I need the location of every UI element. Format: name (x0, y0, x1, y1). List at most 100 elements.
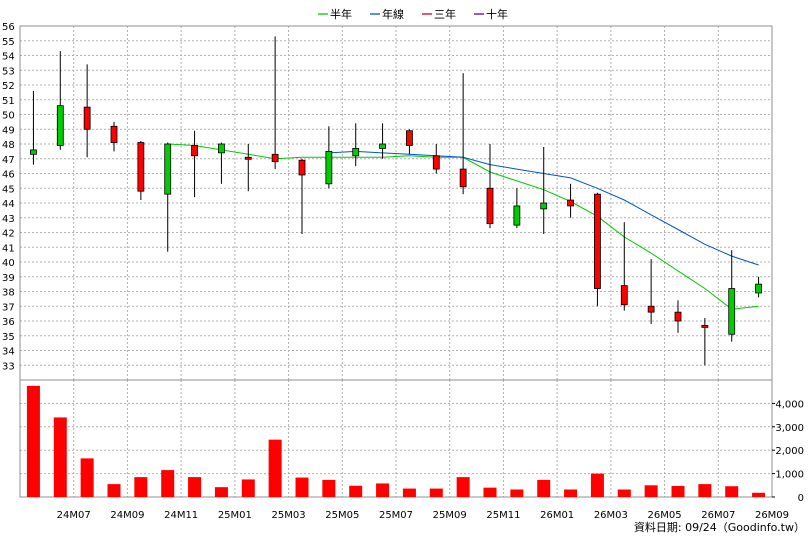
candle-body-13 (379, 143, 386, 149)
candle-body-6 (191, 145, 198, 157)
legend-label-1: 年線 (382, 7, 404, 21)
volume-panel-frame (19, 379, 773, 498)
volume-bar-8 (241, 479, 255, 497)
x-tick-label-4: 25M03 (272, 510, 306, 521)
price-tick-label-13: 46 (2, 170, 15, 181)
volume-bar-1 (53, 417, 67, 497)
candle-body-21 (594, 193, 601, 289)
volume-bar-15 (429, 488, 443, 497)
candle-body-18 (513, 205, 521, 226)
volume-bar-22 (617, 489, 631, 497)
volume-bar-6 (188, 477, 202, 497)
x-tick-label-3: 25M01 (218, 510, 252, 521)
price-tick-label-4: 37 (2, 302, 15, 313)
volume-bar-27 (752, 492, 766, 497)
x-tick-label-1: 24M09 (110, 510, 144, 521)
candle-body-14 (406, 130, 413, 146)
candle-27 (755, 276, 762, 298)
volume-bar-16 (456, 477, 470, 497)
candle-14 (406, 129, 413, 155)
candle-body-7 (218, 143, 225, 154)
candle-5 (164, 142, 172, 252)
candle-body-24 (674, 311, 682, 322)
legend: 半年 年線 三年 十年 (318, 7, 508, 21)
volume-bar-5 (161, 470, 175, 497)
price-tick-label-23: 56 (2, 22, 15, 33)
candle-19 (540, 146, 548, 234)
volume-bar-23 (644, 485, 658, 497)
volume-bar-7 (214, 487, 228, 497)
candle-18 (513, 188, 521, 229)
volume-bar-26 (725, 486, 739, 497)
candle-body-4 (137, 142, 145, 192)
price-tick-label-7: 40 (2, 258, 15, 269)
candle-body-17 (486, 187, 494, 225)
price-tick-label-9: 42 (2, 229, 15, 240)
price-tick-label-16: 49 (2, 125, 15, 136)
volume-tick-label-0: 0 (798, 493, 804, 504)
volume-panel-grid (19, 379, 773, 498)
candle-body-23 (647, 305, 655, 313)
candle-20 (567, 183, 574, 218)
price-tick-label-17: 50 (2, 111, 15, 122)
candle-22 (620, 222, 628, 311)
candle-13 (379, 123, 386, 159)
price-tick-label-12: 45 (2, 184, 15, 195)
candle-7 (218, 142, 225, 184)
price-tick-label-1: 34 (2, 347, 15, 358)
candle-body-26 (728, 288, 736, 335)
legend-label-0: 半年 (330, 7, 352, 21)
candle-body-2 (83, 106, 91, 130)
candle-body-20 (567, 199, 574, 207)
x-tick-label-5: 25M05 (325, 510, 359, 521)
volume-bar-14 (402, 488, 416, 497)
candle-body-27 (755, 283, 762, 294)
candle-25 (701, 318, 709, 366)
candle-body-8 (244, 156, 252, 160)
candle-body-3 (110, 125, 118, 143)
x-axis: 24M07 24M09 24M11 25M01 25M03 25M05 25M07 25M09… (57, 510, 789, 521)
price-tick-label-10: 43 (2, 214, 15, 225)
volume-bar-0 (26, 385, 40, 497)
candle-26 (728, 250, 736, 342)
price-tick-label-14: 47 (2, 155, 15, 166)
candlestick-series (30, 36, 762, 366)
x-tick-label-13: 26M09 (755, 510, 789, 521)
x-tick-label-10: 26M03 (594, 510, 628, 521)
price-tick-label-19: 52 (2, 81, 15, 92)
candle-body-15 (432, 155, 440, 170)
candle-1 (56, 51, 64, 150)
candle-6 (191, 130, 198, 198)
price-panel-grid (19, 25, 773, 381)
volume-tick-label-3: 3,000 (775, 423, 804, 434)
candle-9 (271, 36, 279, 170)
candle-24 (674, 300, 682, 333)
x-tick-label-0: 24M07 (57, 510, 91, 521)
footer-date-label: 資料日期: 09/24（Goodinfo.tw） (634, 520, 805, 534)
candle-body-10 (298, 159, 306, 176)
price-tick-label-18: 51 (2, 96, 15, 107)
price-tick-label-6: 39 (2, 273, 15, 284)
candle-body-5 (164, 143, 172, 195)
candle-10 (298, 158, 306, 234)
candle-21 (594, 192, 601, 307)
candle-12 (352, 123, 360, 167)
volume-bar-21 (590, 473, 604, 497)
candle-17 (486, 144, 494, 229)
volume-bars (26, 385, 766, 497)
candle-body-22 (620, 285, 628, 306)
x-tick-label-7: 25M09 (433, 510, 467, 521)
candle-2 (83, 64, 91, 158)
price-tick-label-0: 33 (2, 361, 15, 372)
x-tick-label-2: 24M11 (164, 510, 198, 521)
candle-body-16 (459, 168, 467, 188)
volume-bar-24 (671, 486, 685, 497)
legend-label-3: 十年 (486, 7, 508, 21)
x-tick-label-9: 26M01 (540, 510, 574, 521)
volume-bar-9 (268, 439, 282, 497)
price-tick-label-5: 38 (2, 288, 15, 299)
candle-0 (30, 90, 37, 165)
candle-11 (325, 126, 333, 189)
price-tick-label-8: 41 (2, 243, 15, 254)
